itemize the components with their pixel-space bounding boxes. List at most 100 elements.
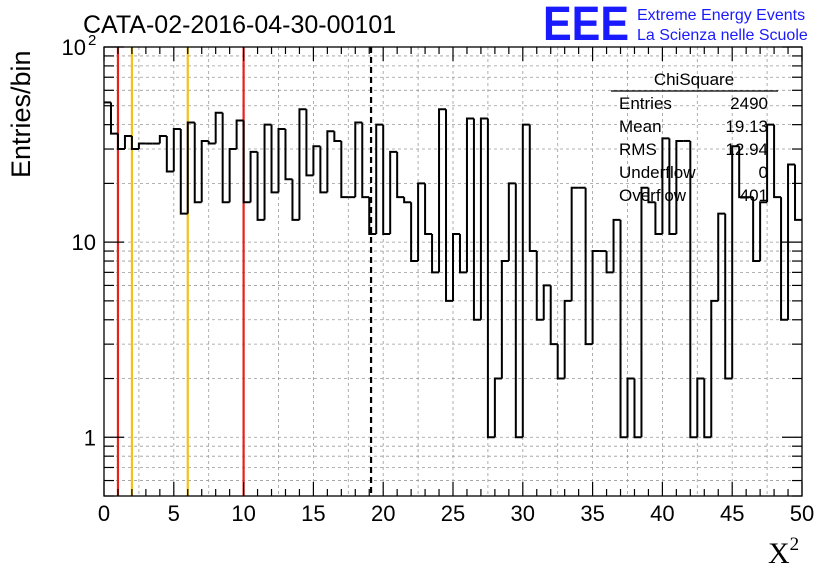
histogram-bin <box>500 260 509 379</box>
histogram-bin <box>647 187 656 204</box>
histogram-bin <box>263 123 272 220</box>
histogram-bin <box>200 139 209 203</box>
x-tick-label: 15 <box>301 501 325 526</box>
y-axis-label: Entries/bin <box>6 50 36 178</box>
chart-title: CATA-02-2016-04-30-00101 <box>83 11 396 39</box>
histogram-bin <box>661 137 670 235</box>
histogram-bin <box>619 219 628 439</box>
logo-line-2: La Scienza nelle Scuole <box>637 27 808 44</box>
histogram-bin <box>717 212 726 301</box>
x-tick-label: 5 <box>168 501 180 526</box>
histogram-bin <box>556 344 565 380</box>
histogram-bin <box>214 111 223 144</box>
x-tick-label: 25 <box>441 501 465 526</box>
stats-value: 0 <box>759 163 768 182</box>
histogram-bin <box>493 377 502 438</box>
histogram-bin <box>256 151 265 221</box>
histogram-bin <box>221 112 230 204</box>
histogram-bin <box>542 284 551 320</box>
stats-label: RMS <box>619 140 657 159</box>
histogram-bin <box>710 299 719 438</box>
histogram-bin <box>172 127 181 172</box>
histogram-bin <box>472 118 481 321</box>
histogram-bin <box>696 377 705 438</box>
histogram-bin <box>486 118 495 439</box>
histogram-series <box>104 101 802 439</box>
histogram-bin <box>731 145 740 379</box>
histogram-bin <box>591 250 600 345</box>
y-tick-label-exponent: 2 <box>88 32 96 49</box>
histogram-bin <box>242 120 251 204</box>
histogram-bin <box>654 202 663 236</box>
histogram-bin <box>319 146 328 194</box>
histogram-bin <box>549 285 558 346</box>
histogram-bin <box>535 251 544 321</box>
histogram-bin <box>675 139 684 235</box>
histogram-bin <box>424 183 433 236</box>
marker-lines <box>116 47 373 496</box>
x-tick-label: 0 <box>98 501 110 526</box>
histogram-bin <box>759 201 768 262</box>
histogram-bin <box>375 123 384 235</box>
stats-value: 401 <box>740 186 768 205</box>
histogram-bin <box>626 377 635 438</box>
histogram-bin <box>752 197 761 263</box>
histogram-bin <box>780 197 789 321</box>
histogram-bin <box>633 378 642 439</box>
histogram-bin <box>689 140 698 439</box>
histogram-bin <box>465 117 474 273</box>
stats-box: ChiSquare Entries 2490 Mean 19.13 RMS 12.94 Un… <box>611 70 778 205</box>
x-tick-label: 20 <box>371 501 395 526</box>
histogram-bin <box>312 145 321 176</box>
histogram-bin <box>417 182 426 262</box>
histogram-bin <box>277 127 286 193</box>
x-tick-label: 10 <box>231 501 255 526</box>
histogram-bin <box>528 124 537 253</box>
histogram-bin <box>228 148 237 203</box>
histogram-bin <box>396 151 405 199</box>
histogram-bin <box>563 299 572 379</box>
histogram-bin <box>773 124 782 199</box>
histogram-bin <box>431 234 440 274</box>
x-tick-label: 45 <box>720 501 744 526</box>
y-tick-label: 10 <box>62 35 86 60</box>
histogram-bin <box>207 140 216 145</box>
x-tick-label: 30 <box>511 501 535 526</box>
histogram-bin <box>612 218 621 273</box>
histogram-bin <box>165 135 174 173</box>
histogram-bin <box>326 130 335 193</box>
histogram-bin <box>109 102 118 135</box>
histogram-bin <box>570 186 579 301</box>
histogram-bin <box>298 108 307 220</box>
histogram-bin <box>766 123 775 203</box>
stats-value: 19.13 <box>725 117 768 136</box>
histogram-bin <box>389 150 398 235</box>
x-axis-label-superscript: 2 <box>790 534 800 555</box>
stats-value: 2490 <box>730 94 768 113</box>
y-tick-label: 1 <box>84 425 96 450</box>
histogram-bin <box>605 251 614 274</box>
histogram-bin <box>738 146 747 199</box>
grid-lines <box>103 46 803 497</box>
histogram-bin <box>179 128 188 215</box>
x-tick-label: 50 <box>790 501 814 526</box>
eee-logo: EEE Extreme Energy Events La Scienza nel… <box>543 0 808 51</box>
x-tick-label: 35 <box>580 501 604 526</box>
histogram-bin <box>479 117 488 320</box>
histogram-bin <box>584 187 593 346</box>
histogram-bin <box>186 121 195 214</box>
histogram-bin <box>668 138 677 236</box>
y-tick-label: 10 <box>72 230 96 255</box>
histogram-bin <box>514 183 523 439</box>
histogram-bin <box>249 150 258 203</box>
histogram-bin <box>361 122 370 199</box>
histogram-bin <box>137 142 146 150</box>
x-axis-label: X2 <box>768 534 799 570</box>
x-tick-label: 40 <box>650 501 674 526</box>
histogram-bin <box>123 134 132 150</box>
histogram-bin <box>403 197 412 204</box>
histogram-bin <box>438 108 447 273</box>
histogram-bin <box>640 186 649 438</box>
histogram-bin <box>235 119 244 150</box>
